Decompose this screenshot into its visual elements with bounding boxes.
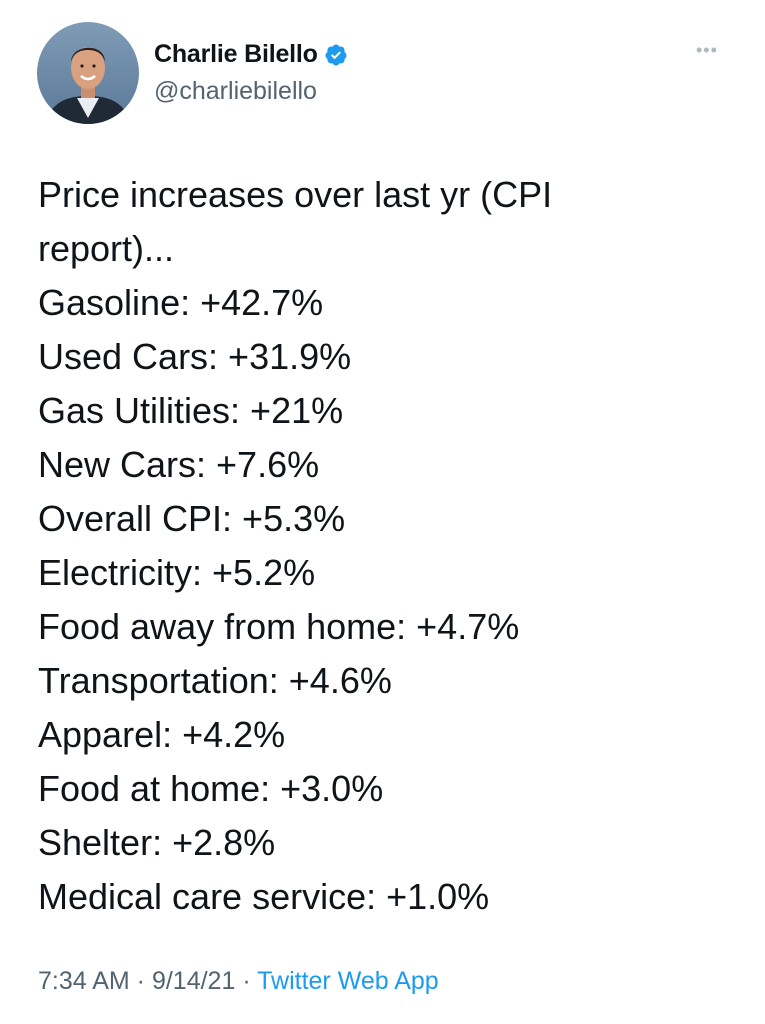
tweet-time[interactable]: 7:34 AM xyxy=(38,967,130,995)
author-handle[interactable]: @charliebilello xyxy=(154,77,317,105)
author-name-row: Charlie Bilello xyxy=(154,40,348,69)
tweet-line: report)... xyxy=(38,228,175,269)
tweet-line: Gasoline: +42.7% xyxy=(38,282,324,323)
tweet-line: Electricity: +5.2% xyxy=(38,552,316,593)
tweet-line: Used Cars: +31.9% xyxy=(38,336,352,377)
tweet-text: Price increases over last yr (CPI report… xyxy=(38,168,728,924)
tweet-line: Price increases over last yr (CPI xyxy=(38,174,553,215)
author-display-name[interactable]: Charlie Bilello xyxy=(154,40,318,68)
tweet-meta: 7:34 AM · 9/14/21 · Twitter Web App xyxy=(38,967,439,996)
verified-badge-icon xyxy=(325,44,347,65)
more-options-icon[interactable]: ••• xyxy=(696,40,718,60)
meta-separator: · xyxy=(129,967,152,995)
tweet-source-link[interactable]: Twitter Web App xyxy=(257,967,439,995)
tweet-line: Food at home: +3.0% xyxy=(38,768,384,809)
tweet-line: Transportation: +4.6% xyxy=(38,660,392,701)
avatar[interactable] xyxy=(37,22,139,124)
tweet-line: Overall CPI: +5.3% xyxy=(38,498,346,539)
tweet-line: Apparel: +4.2% xyxy=(38,714,286,755)
tweet-line: Medical care service: +1.0% xyxy=(38,876,490,917)
tweet-date[interactable]: 9/14/21 xyxy=(151,967,236,995)
tweet-line: Shelter: +2.8% xyxy=(38,822,276,863)
tweet-line: Food away from home: +4.7% xyxy=(38,606,520,647)
tweet-line: New Cars: +7.6% xyxy=(38,444,320,485)
avatar-image xyxy=(37,22,139,124)
meta-separator: · xyxy=(235,967,258,995)
tweet-line: Gas Utilities: +21% xyxy=(38,390,344,431)
